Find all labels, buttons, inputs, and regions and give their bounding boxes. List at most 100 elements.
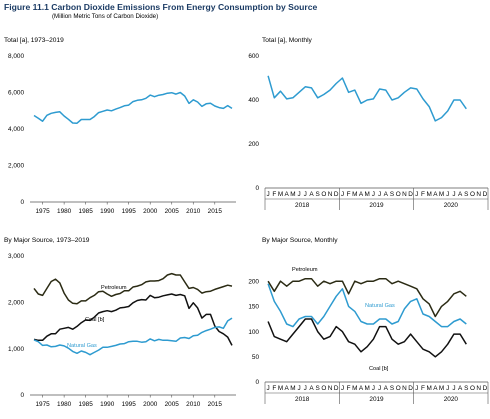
source-monthly-month-label: N <box>476 385 481 392</box>
source-monthly-month-label: A <box>285 385 290 392</box>
source-annual-x-tick-label: 1985 <box>79 401 94 408</box>
source-monthly-month-label: J <box>415 385 418 392</box>
source-monthly-month-label: M <box>278 385 283 392</box>
source-annual-x-tick-label: 1975 <box>35 401 50 408</box>
total-monthly-month-label: J <box>297 191 300 198</box>
source-monthly-year-label: 2019 <box>369 396 384 403</box>
source-monthly-month-label: M <box>439 385 444 392</box>
total-annual-y-tick-label: 0 <box>20 199 24 206</box>
total-monthly-month-label: M <box>290 191 295 198</box>
source-monthly-month-label: J <box>446 385 449 392</box>
source-monthly-month-label: N <box>328 385 333 392</box>
source-monthly-month-label: F <box>347 385 351 392</box>
total-annual-series-line <box>33 91 233 124</box>
total-monthly-month-label: J <box>304 191 307 198</box>
total-monthly-month-label: O <box>396 191 401 198</box>
source-annual-x-tick-label: 2000 <box>143 401 158 408</box>
total-monthly-month-label: D <box>408 191 413 198</box>
source-monthly-month-label: J <box>341 385 344 392</box>
source-monthly-month-label: M <box>365 385 370 392</box>
total-monthly-year-label: 2018 <box>295 202 310 209</box>
source-monthly-y-tick-label: 0 <box>255 379 259 386</box>
source-annual-x-tick-label: 2015 <box>208 401 223 408</box>
source-monthly-month-label: A <box>458 385 463 392</box>
panel-title-total-monthly: Total [a], Monthly <box>262 37 312 44</box>
source-monthly-month-label: D <box>334 385 339 392</box>
label-coal-annual: Coal [b] <box>85 317 105 323</box>
total-monthly-month-label: A <box>309 191 314 198</box>
source-monthly-month-label: A <box>433 385 438 392</box>
total-monthly-y-tick-label: 200 <box>248 141 259 148</box>
source-annual-series-line <box>33 293 233 346</box>
source-monthly-month-label: N <box>402 385 407 392</box>
source-monthly-month-label: O <box>470 385 475 392</box>
total-annual-y-tick-label: 6,000 <box>8 90 24 97</box>
total-annual-y-tick-label: 2,000 <box>8 163 24 170</box>
total-monthly-month-label: A <box>285 191 290 198</box>
total-monthly-month-label: J <box>415 191 418 198</box>
source-monthly-month-label: S <box>316 385 320 392</box>
source-monthly-month-label: S <box>390 385 394 392</box>
source-monthly-year-label: 2020 <box>444 396 459 403</box>
total-annual-x-tick-label: 1980 <box>57 208 72 215</box>
source-annual-x-tick-label: 2010 <box>186 401 201 408</box>
total-monthly-month-label: J <box>341 191 344 198</box>
total-annual-x-tick-label: 2010 <box>186 208 201 215</box>
total-annual-x-tick-label: 1985 <box>79 208 94 215</box>
source-annual-y-tick-label: 2,000 <box>8 300 24 307</box>
source-monthly-month-label: J <box>304 385 307 392</box>
source-monthly-month-label: O <box>396 385 401 392</box>
total-annual-x-tick-label: 1995 <box>122 208 137 215</box>
source-monthly-month-label: M <box>352 385 357 392</box>
total-monthly-year-label: 2019 <box>369 202 384 209</box>
source-monthly-month-label: J <box>297 385 300 392</box>
source-monthly-month-label: D <box>408 385 413 392</box>
total-monthly-month-label: J <box>378 191 381 198</box>
source-monthly-month-label: A <box>309 385 314 392</box>
source-annual-x-tick-label: 2005 <box>165 401 180 408</box>
label-natural-gas-annual: Natural Gas <box>67 343 97 349</box>
source-monthly-month-label: J <box>372 385 375 392</box>
source-monthly-series-line <box>267 318 467 358</box>
source-monthly-series-line <box>267 277 467 318</box>
total-monthly-series-line <box>267 75 467 122</box>
total-monthly-month-label: F <box>347 191 351 198</box>
panel-title-source-monthly: By Major Source, Monthly <box>262 237 338 244</box>
source-annual-y-tick-label: 3,000 <box>8 253 24 260</box>
source-monthly-month-label: J <box>452 385 455 392</box>
total-annual-x-tick-label: 2015 <box>208 208 223 215</box>
total-monthly-month-label: F <box>421 191 425 198</box>
total-monthly-month-label: F <box>272 191 276 198</box>
total-monthly-month-label: S <box>390 191 394 198</box>
source-annual-x-tick-label: 1990 <box>100 401 115 408</box>
source-monthly-month-label: D <box>483 385 488 392</box>
figure-subtitle: (Million Metric Tons of Carbon Dioxide) <box>52 13 159 20</box>
total-monthly-month-label: J <box>266 191 269 198</box>
source-annual-y-tick-label: 0 <box>20 392 24 399</box>
source-monthly-month-label: M <box>426 385 431 392</box>
total-monthly-year-label: 2020 <box>444 202 459 209</box>
source-annual-series-line <box>33 317 233 356</box>
source-monthly-year-label: 2018 <box>295 396 310 403</box>
figure-title: Figure 11.1 Carbon Dioxide Emissions Fro… <box>4 2 318 12</box>
total-monthly-y-tick-label: 400 <box>248 97 259 104</box>
total-monthly-month-label: M <box>426 191 431 198</box>
source-monthly-month-label: A <box>359 385 364 392</box>
total-annual-x-tick-label: 1975 <box>35 208 50 215</box>
label-petroleum-annual: Petroleum <box>101 285 127 291</box>
total-monthly-month-label: M <box>365 191 370 198</box>
total-monthly-month-label: A <box>359 191 364 198</box>
total-monthly-month-label: D <box>334 191 339 198</box>
total-monthly-month-label: A <box>458 191 463 198</box>
total-monthly-month-label: J <box>372 191 375 198</box>
label-petroleum-monthly: Petroleum <box>292 267 318 273</box>
source-annual-x-tick-label: 1980 <box>57 401 72 408</box>
total-monthly-month-label: N <box>328 191 333 198</box>
total-monthly-month-label: N <box>476 191 481 198</box>
label-natural-gas-monthly: Natural Gas <box>365 303 395 309</box>
total-annual-x-tick-label: 2005 <box>165 208 180 215</box>
total-monthly-month-label: O <box>321 191 326 198</box>
total-monthly-month-label: S <box>316 191 320 198</box>
total-monthly-month-label: M <box>352 191 357 198</box>
